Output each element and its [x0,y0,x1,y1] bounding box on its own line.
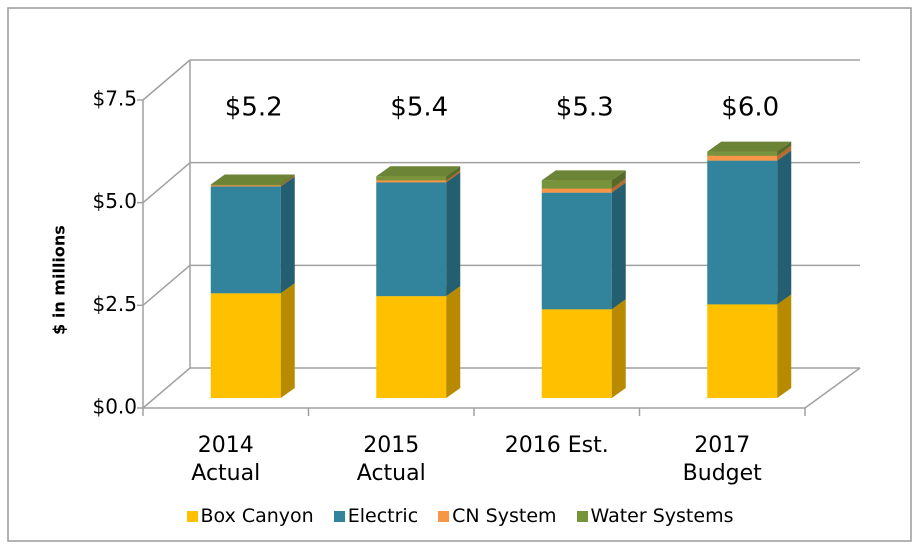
x-tick-label: 2014 Actual [191,433,261,486]
x-tick-label: 2015 Actual [356,433,426,486]
bar-segment [376,182,447,297]
floor-line [804,367,861,409]
bar-top [541,170,626,181]
legend-label: Box Canyon [200,505,314,527]
bar-side [611,178,626,193]
bar-segment [210,184,281,186]
bar-segment [210,293,281,398]
bar-side [280,283,295,398]
grid-line [142,367,191,409]
y-tick-label: $7.5 [92,87,137,111]
legend-label: Water Systems [590,505,734,527]
total-label: $5.2 [225,93,283,123]
legend-swatch [186,510,198,522]
bar-side [446,172,461,297]
y-tick-label: $2.5 [92,292,137,316]
legend-item: Box Canyon [186,505,314,527]
grid-line [142,59,191,101]
total-label: $5.3 [556,93,614,123]
bar-segment [210,186,281,294]
grid-line [142,162,191,204]
bar-side [777,294,792,398]
y-tick-label: $0.0 [92,395,137,419]
bar-segment [541,192,612,310]
bar-segment [541,309,612,398]
bar-side [446,166,461,181]
bar-segment [541,180,612,189]
total-label: $5.4 [390,93,448,123]
bar-segment [707,155,778,161]
bar-side [446,286,461,398]
legend-swatch [576,510,588,522]
bar-side [280,174,295,186]
bar-side [777,145,792,161]
bar-segment [376,180,447,183]
legend-label: CN System [452,505,557,527]
bar-segment [707,160,778,305]
y-axis-title: $ in millions [50,225,69,335]
bar-segment [541,188,612,193]
y-tick-label: $5.0 [92,189,137,213]
legend: Box Canyon Electric CN System Water Systems [0,505,920,527]
legend-item: Water Systems [576,505,734,527]
bar-side [280,175,295,187]
total-label: $6.0 [721,93,779,123]
bar-side [777,150,792,305]
bar-side [611,299,626,398]
bar-segment [707,304,778,398]
bar-top [210,174,295,185]
bar-top [376,166,461,177]
bar-segment [376,176,447,181]
grid-line [142,264,191,306]
x-tick-label: 2017 Budget [682,433,762,486]
bar-side [280,176,295,294]
bar-side [611,170,626,189]
bar-segment [210,185,281,187]
bar-side [777,141,792,156]
legend-swatch [438,510,450,522]
bar-side [611,182,626,310]
bar-top [707,141,792,152]
legend-swatch [333,510,345,522]
bar-side [446,170,461,183]
legend-item: Electric [333,505,419,527]
legend-item: CN System [438,505,557,527]
bar-segment [376,296,447,398]
bar-segment [707,151,778,156]
legend-label: Electric [347,505,419,527]
x-tick-label: 2016 Est. [504,433,609,458]
